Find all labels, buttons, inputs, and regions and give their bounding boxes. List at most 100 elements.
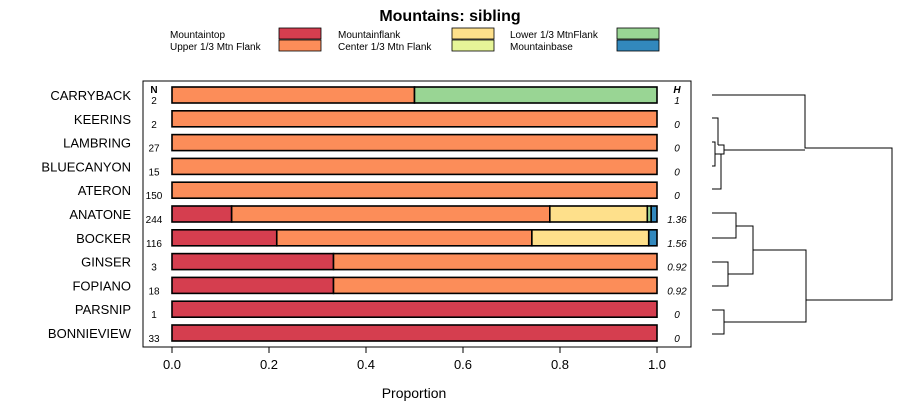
dendro-link xyxy=(712,94,806,147)
legend-swatch-mountaintop xyxy=(278,27,322,40)
legend-label-lower-1-3-mtnflank: Lower 1/3 MtnFlank xyxy=(510,30,599,41)
bar-segment-carryback-upper-1-3-mtn-flank xyxy=(171,86,416,104)
h-value-ginser: 0.92 xyxy=(667,263,687,274)
bar-segment-carryback-lower-1-3-mtnflank xyxy=(413,86,658,104)
n-value-keerins: 2 xyxy=(151,120,157,131)
dendro-link xyxy=(712,309,725,322)
bar-segment-fopiano-upper-1-3-mtn-flank xyxy=(332,276,658,295)
bar-segment-ateron-upper-1-3-mtn-flank xyxy=(171,181,658,199)
h-value-fopiano: 0.92 xyxy=(667,286,687,297)
n-value-ginser: 3 xyxy=(151,263,157,274)
x-axis-title: Proportion xyxy=(382,385,447,401)
row-label-fopiano: FOPIANO xyxy=(72,278,131,293)
bar-segment-bocker-mountainflank xyxy=(531,229,650,247)
dendro-link xyxy=(712,226,737,239)
n-value-anatone: 244 xyxy=(146,215,163,226)
n-column-header: N xyxy=(150,85,157,96)
n-value-bonnieview: 33 xyxy=(148,334,160,345)
dendro-link xyxy=(804,147,893,224)
h-value-bonnieview: 0 xyxy=(674,334,680,345)
row-label-keerins: KEERINS xyxy=(74,112,131,127)
n-value-bocker: 116 xyxy=(146,239,162,250)
n-value-fopiano: 18 xyxy=(148,286,160,297)
n-value-ateron: 150 xyxy=(146,191,163,202)
bar-segment-anatone-mountainflank xyxy=(549,205,649,223)
x-tick-label: 1.0 xyxy=(648,357,666,372)
legend-swatch-mountainflank xyxy=(451,27,495,40)
bar-segment-anatone-upper-1-3-mtn-flank xyxy=(230,205,551,223)
dendrogram xyxy=(712,94,893,335)
row-label-parsnip: PARSNIP xyxy=(75,302,131,317)
x-tick-label: 0.2 xyxy=(260,357,278,372)
bar-segment-keerins-upper-1-3-mtn-flank xyxy=(171,110,658,128)
row-label-carryback: CARRYBACK xyxy=(50,88,131,103)
chart-title: Mountains: sibling xyxy=(379,8,520,25)
legend-label-mountainflank: Mountainflank xyxy=(338,30,401,41)
row-label-ateron: ATERON xyxy=(78,183,131,198)
legend-swatch-mountainbase xyxy=(616,39,660,52)
legend-swatch-center-1-3-mtn-flank xyxy=(451,39,495,52)
row-label-anatone: ANATONE xyxy=(69,207,131,222)
bar-segment-bocker-mountaintop xyxy=(171,229,278,247)
x-tick-label: 0.8 xyxy=(551,357,569,372)
h-value-bocker: 1.56 xyxy=(667,239,687,250)
dendro-link xyxy=(712,154,722,190)
legend-label-mountaintop: Mountaintop xyxy=(170,30,225,41)
bar-segment-bocker-mountainbase xyxy=(647,229,658,247)
dendro-link xyxy=(712,274,729,287)
x-tick-label: 0.6 xyxy=(454,357,472,372)
bars-group xyxy=(171,86,658,342)
row-label-ginser: GINSER xyxy=(81,255,131,270)
h-value-bluecanyon: 0 xyxy=(674,167,680,178)
legend-label-center-1-3-mtn-flank: Center 1/3 Mtn Flank xyxy=(338,42,432,53)
row-label-bluecanyon: BLUECANYON xyxy=(41,159,131,174)
dendro-link xyxy=(736,225,754,250)
dendro-link xyxy=(728,250,754,275)
dendro-link xyxy=(805,224,893,301)
legend-label-upper-1-3-mtn-flank: Upper 1/3 Mtn Flank xyxy=(170,42,262,53)
bar-segment-anatone-mountaintop xyxy=(171,205,233,223)
bar-segment-bocker-upper-1-3-mtn-flank xyxy=(275,229,533,247)
plot-frame xyxy=(142,80,692,348)
h-value-parsnip: 0 xyxy=(674,310,680,321)
bar-segment-parsnip-mountaintop xyxy=(171,300,658,319)
dendro-link xyxy=(718,144,725,150)
x-tick-label: 0.4 xyxy=(357,357,375,372)
dendro-link xyxy=(724,285,807,323)
row-labels: CARRYBACK 2 1 KEERINS 2 0 LAMBRING 27 0 BLUECANYO… xyxy=(41,88,687,345)
x-axis: 0.0 0.2 0.4 0.6 0.8 1.0 xyxy=(163,347,666,372)
bar-segment-bluecanyon-upper-1-3-mtn-flank xyxy=(171,157,658,176)
dendro-link xyxy=(712,322,725,335)
bar-segment-ginser-upper-1-3-mtn-flank xyxy=(332,252,658,271)
h-value-carryback: 1 xyxy=(674,96,680,107)
dendro-link xyxy=(712,141,716,154)
legend-label-mountainbase: Mountainbase xyxy=(510,42,573,53)
bar-segment-lambring-upper-1-3-mtn-flank xyxy=(171,133,658,152)
h-value-lambring: 0 xyxy=(674,144,680,155)
n-value-carryback: 2 xyxy=(151,96,157,107)
row-label-bonnieview: BONNIEVIEW xyxy=(48,326,132,341)
row-label-lambring: LAMBRING xyxy=(63,136,131,151)
bar-segment-ginser-mountaintop xyxy=(171,252,335,271)
legend-swatch-upper-1-3-mtn-flank xyxy=(278,39,322,52)
x-tick-label: 0.0 xyxy=(163,357,181,372)
dendro-link xyxy=(712,212,737,226)
dendro-link xyxy=(712,117,719,145)
n-value-parsnip: 1 xyxy=(151,310,157,321)
bar-segment-anatone-mountainbase xyxy=(650,205,658,223)
row-label-bocker: BOCKER xyxy=(76,231,131,246)
bar-segment-bonnieview-mountaintop xyxy=(171,324,658,342)
dendro-link xyxy=(712,261,729,274)
dendro-link xyxy=(721,150,725,155)
dendro-link xyxy=(712,154,716,167)
n-value-bluecanyon: 15 xyxy=(148,167,160,178)
h-column-header: H xyxy=(673,85,681,96)
legend-swatch-lower-1-3-mtnflank xyxy=(616,27,660,40)
dendro-link xyxy=(753,249,807,285)
h-value-ateron: 0 xyxy=(674,191,680,202)
bar-segment-fopiano-mountaintop xyxy=(171,276,335,295)
n-value-lambring: 27 xyxy=(148,144,160,155)
h-value-anatone: 1.36 xyxy=(667,215,687,226)
